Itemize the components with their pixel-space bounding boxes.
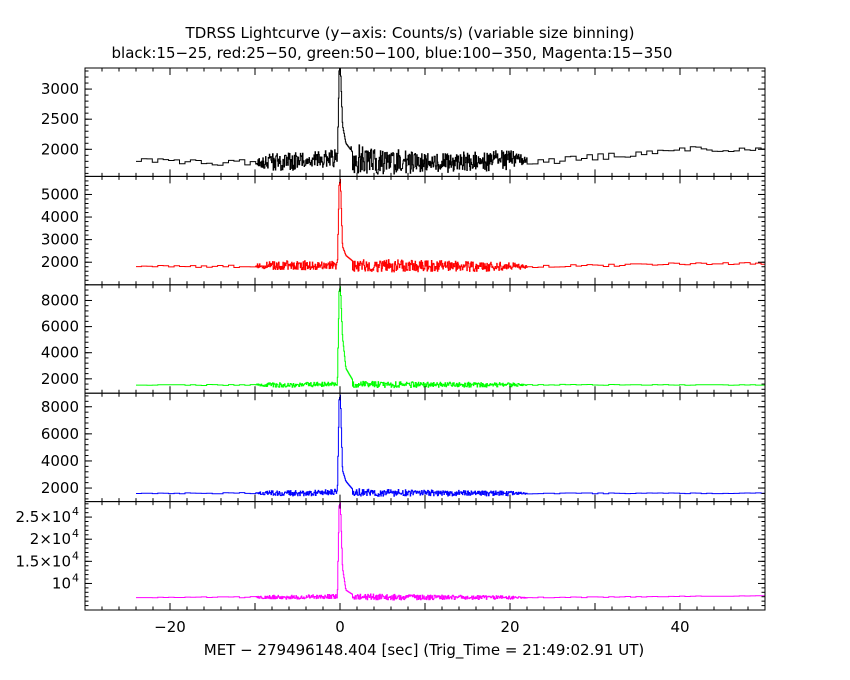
- y-tick-label: 6000: [41, 318, 79, 336]
- y-tick-label: 4000: [41, 344, 79, 362]
- y-tick-label: 8000: [41, 398, 79, 416]
- x-tick-label: −20: [154, 618, 186, 636]
- panel-15-350: 10 41.5×10 42×10 42.5×10 4: [15, 501, 766, 611]
- series-line-15-350: [136, 502, 765, 601]
- series-line-50-100: [136, 286, 765, 389]
- y-tick-label: 1.5×10: [15, 552, 71, 570]
- y-tick-label: 6000: [41, 425, 79, 443]
- y-tick-label: 2500: [41, 110, 79, 128]
- y-tick-label-exponent: 4: [72, 549, 79, 562]
- y-tick-label: 2000: [41, 370, 79, 388]
- series-line-100-350: [136, 394, 765, 497]
- x-tick-labels: −20 0 20 40: [154, 618, 689, 636]
- y-tick-label: 10: [52, 574, 71, 592]
- series-line-15-25: [136, 67, 765, 175]
- y-tick-label: 3000: [41, 80, 79, 98]
- series-line-25-50: [136, 179, 765, 273]
- panel-15-25: 2000 2500 3000: [41, 67, 766, 177]
- y-tick-label: 2000: [41, 253, 79, 271]
- panel-frame: [84, 284, 766, 394]
- y-tick-label: 2×10: [30, 530, 71, 548]
- y-tick-label: 4000: [41, 452, 79, 470]
- panels-group: 2000 2500 3000 2000 3000 4000 5000 2000 4000 6000…: [15, 67, 766, 611]
- x-tick-label: 0: [335, 618, 345, 636]
- y-tick-label: 2000: [41, 140, 79, 158]
- y-tick-label-exponent: 4: [72, 571, 79, 584]
- chart-subtitle: black:15−25, red:25−50, green:50−100, bl…: [112, 44, 673, 62]
- x-axis-label: MET − 279496148.404 [sec] (Trig_Time = 2…: [204, 641, 644, 660]
- chart-title: TDRSS Lightcurve (y−axis: Counts/s) (var…: [185, 24, 635, 42]
- panel-50-100: 2000 4000 6000 8000: [41, 284, 766, 394]
- y-tick-label: 8000: [41, 291, 79, 309]
- panel-100-350: 2000 4000 6000 8000: [41, 392, 766, 503]
- y-tick-label: 2000: [41, 479, 79, 497]
- panel-frame: [84, 392, 766, 503]
- panel-frame: [84, 501, 766, 611]
- y-tick-label-exponent: 4: [72, 527, 79, 540]
- x-tick-label: 20: [500, 618, 519, 636]
- y-tick-label: 2.5×10: [15, 508, 71, 526]
- y-tick-label: 5000: [41, 185, 79, 203]
- panel-25-50: 2000 3000 4000 5000: [41, 175, 766, 286]
- y-tick-label: 3000: [41, 231, 79, 249]
- x-tick-label: 40: [670, 618, 689, 636]
- y-tick-label-exponent: 4: [72, 505, 79, 518]
- y-tick-label: 4000: [41, 208, 79, 226]
